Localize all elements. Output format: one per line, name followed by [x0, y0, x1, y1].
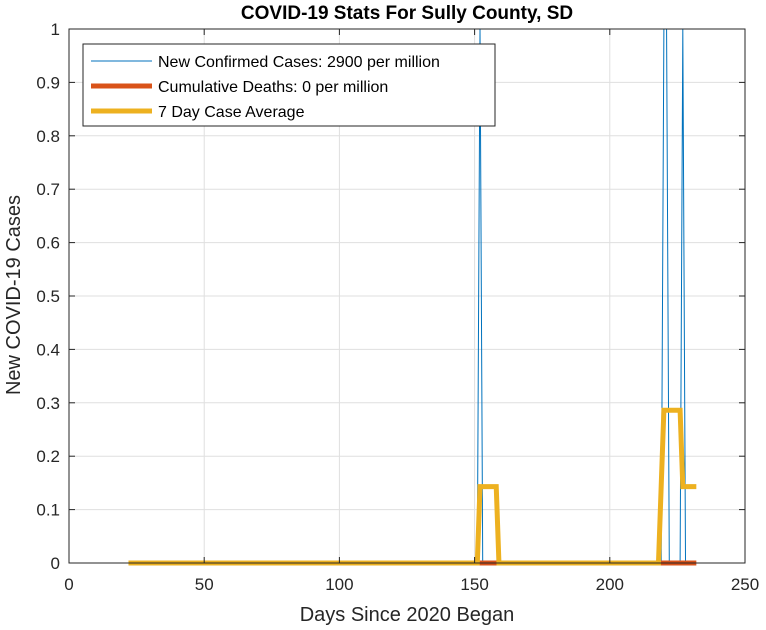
y-tick-label: 1	[51, 20, 60, 39]
legend-label: Cumulative Deaths: 0 per million	[158, 79, 388, 96]
y-tick-label: 0.4	[36, 340, 60, 359]
y-tick-label: 0.5	[36, 287, 60, 306]
x-tick-label: 150	[460, 575, 488, 594]
y-tick-label: 0.8	[36, 127, 60, 146]
y-tick-label: 0.9	[36, 73, 60, 92]
y-tick-label: 0	[51, 554, 60, 573]
x-tick-labels: 0 50 100 150 200 250	[64, 575, 759, 594]
y-tick-label: 0.7	[36, 180, 60, 199]
legend-entry-cumulative-deaths: Cumulative Deaths: 0 per million	[91, 79, 388, 96]
x-tick-label: 250	[731, 575, 759, 594]
y-tick-labels: 0 0.1 0.2 0.3 0.4 0.5 0.6 0.7 0.8 0.9 1	[36, 20, 60, 573]
y-tick-label: 0.3	[36, 394, 60, 413]
x-tick-label: 200	[596, 575, 624, 594]
legend-label: 7 Day Case Average	[158, 104, 305, 121]
x-tick-label: 0	[64, 575, 73, 594]
x-axis-label: Days Since 2020 Began	[300, 604, 515, 626]
x-tick-label: 100	[325, 575, 353, 594]
tick-marks	[68, 28, 746, 564]
y-axis-label: New COVID-19 Cases	[3, 195, 25, 395]
legend-entry-seven-day-average: 7 Day Case Average	[91, 104, 305, 121]
x-tick-label: 50	[195, 575, 214, 594]
chart-title: COVID-19 Stats For Sully County, SD	[241, 3, 573, 24]
legend: New Confirmed Cases: 2900 per million Cum…	[82, 43, 496, 127]
y-tick-label: 0.6	[36, 234, 60, 253]
legend-entry-new-cases: New Confirmed Cases: 2900 per million	[91, 54, 440, 71]
seven-day-average-line	[128, 407, 697, 566]
y-tick-label: 0.1	[36, 501, 60, 520]
y-tick-label: 0.2	[36, 447, 60, 466]
legend-label: New Confirmed Cases: 2900 per million	[158, 54, 440, 71]
